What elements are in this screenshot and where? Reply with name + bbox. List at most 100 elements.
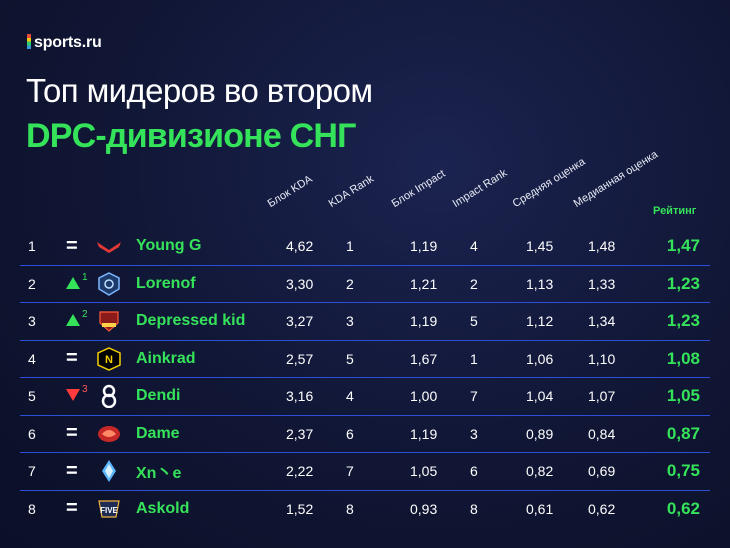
player-name: Dame [136, 415, 286, 453]
median-score-value: 1,10 [588, 340, 660, 378]
median-score-value: 0,62 [588, 500, 616, 517]
impact-rank-value: 8 [470, 500, 478, 517]
position-change: = [66, 452, 96, 491]
position: 8 [28, 500, 36, 517]
avg-score-value: 1,13 [526, 265, 588, 303]
impact-value: 1,00 [410, 377, 470, 416]
position: 3 [20, 302, 66, 341]
kda-value: 3,27 [286, 302, 346, 341]
median-score-value: 0,69 [588, 452, 660, 491]
impact-value: 0,93 [410, 500, 438, 517]
rating-value: 0,62 [666, 498, 700, 518]
impact-rank-value: 4 [470, 228, 526, 266]
player-name: Dendi [136, 377, 286, 416]
kda-value: 2,37 [286, 415, 346, 453]
col-header-impact: Блок Impact [389, 167, 448, 210]
no-change-icon: = [66, 422, 78, 445]
change-value: 1 [82, 271, 88, 283]
kda-rank-value: 3 [346, 302, 410, 341]
position-change: = [66, 228, 96, 266]
median-score-value: 1,48 [588, 228, 660, 266]
median-score-value: 1,07 [588, 377, 660, 416]
impact-value: 1,67 [410, 340, 470, 378]
median-score-value: 0,84 [588, 415, 660, 453]
kda-value: 3,16 [286, 377, 346, 416]
median-score-value: 1,34 [588, 302, 660, 341]
avg-score-value: 1,04 [526, 377, 588, 416]
position: 7 [20, 452, 66, 491]
player-name: Ainkrad [136, 340, 286, 378]
table-row: 6 = Dame 2,37 6 1,19 3 0,89 0,84 0,87 [20, 415, 710, 453]
position: 6 [20, 415, 66, 453]
median-score-value: 1,33 [588, 265, 660, 303]
no-change-icon: = [66, 459, 78, 482]
position: 2 [20, 265, 66, 303]
impact-rank-value: 6 [470, 452, 526, 491]
no-change-icon: = [66, 347, 78, 370]
table-row: 4 = N Ainkrad 2,57 5 1,67 1 1,06 1,10 1,08 [20, 340, 710, 378]
no-change-icon: = [66, 234, 78, 257]
kda-value: 4,62 [286, 228, 346, 266]
kda-rank-value: 6 [346, 415, 410, 453]
impact-value: 1,21 [410, 265, 470, 303]
player-name: Depressed kid [136, 302, 286, 341]
col-header-kda: Блок KDA [265, 173, 315, 210]
five-logo-icon: FIVE [96, 497, 122, 521]
position-change: 2 [66, 302, 96, 341]
avg-score-value: 0,82 [526, 452, 588, 491]
rating-value: 1,23 [660, 302, 710, 341]
brand-logo[interactable]: sports.ru [27, 34, 102, 52]
position: 5 [20, 377, 66, 416]
table-row: 3 2 Depressed kid 3,27 3 1,19 5 1,12 1,34 1,23 [20, 302, 710, 341]
rating-value: 0,75 [660, 452, 710, 491]
col-header-median: Медианная оценка [571, 148, 661, 210]
impact-value: 1,05 [410, 452, 470, 491]
avg-score-value: 0,89 [526, 415, 588, 453]
position-change: 3 [66, 377, 96, 416]
impact-rank-value: 3 [470, 415, 526, 453]
position: 1 [20, 228, 66, 266]
col-header-rating: Рейтинг [653, 205, 697, 217]
no-change-icon: = [66, 497, 78, 520]
kda-value: 1,52 [286, 500, 314, 517]
position-change: 1 [66, 265, 96, 303]
position-change: = [66, 490, 96, 527]
kda-rank-value: 4 [346, 377, 410, 416]
navi-logo-icon: N [96, 346, 122, 371]
player-name: Xn丶e [136, 452, 286, 491]
table-row: 2 1 Lorenof 3,30 2 1,21 2 1,13 1,33 1,23 [20, 265, 710, 303]
kda-rank-value: 8 [346, 500, 354, 517]
page-title-line2: DPC-дивизионе СНГ [26, 117, 356, 155]
table-row: 7 = Xn丶e 2,22 7 1,05 6 0,82 0,69 0,75 [20, 452, 710, 491]
rating-value: 1,47 [660, 228, 710, 266]
impact-rank-value: 2 [470, 265, 526, 303]
kda-rank-value: 7 [346, 452, 410, 491]
rank-up-icon [66, 314, 80, 327]
table-row: 5 3 Dendi 3,16 4 1,00 7 1,04 1,07 1,05 [20, 377, 710, 416]
change-value: 2 [82, 309, 88, 320]
rank-up-icon [66, 276, 80, 289]
position-change: = [66, 340, 96, 378]
kda-value: 2,57 [286, 340, 346, 378]
avg-score-value: 0,61 [526, 500, 554, 517]
impact-value: 1,19 [410, 228, 470, 266]
player-name: Lorenof [136, 265, 286, 303]
rating-value: 1,23 [660, 265, 710, 303]
kda-value: 3,30 [286, 265, 346, 303]
svg-text:N: N [105, 354, 113, 366]
red-crest-logo-icon [96, 309, 122, 333]
position: 4 [20, 340, 66, 378]
kda-rank-value: 1 [346, 228, 410, 266]
ice-crystal-logo-icon [96, 459, 122, 483]
position-change: = [66, 415, 96, 453]
rating-value: 1,08 [660, 340, 710, 378]
rating-value: 0,87 [660, 415, 710, 453]
red-chevron-logo-icon [96, 234, 122, 258]
col-header-impact-rank: Impact Rank [450, 167, 510, 210]
table-row: 8 = FIVE Askold 1,52 8 0,93 8 0,61 0,62 0,62 [20, 490, 710, 527]
page-title-line1: Топ мидеров во втором [26, 72, 373, 109]
col-header-kda-rank: KDA Rank [326, 172, 377, 210]
kda-value: 2,22 [286, 452, 346, 491]
player-name: Young G [136, 228, 286, 266]
impact-value: 1,19 [410, 415, 470, 453]
